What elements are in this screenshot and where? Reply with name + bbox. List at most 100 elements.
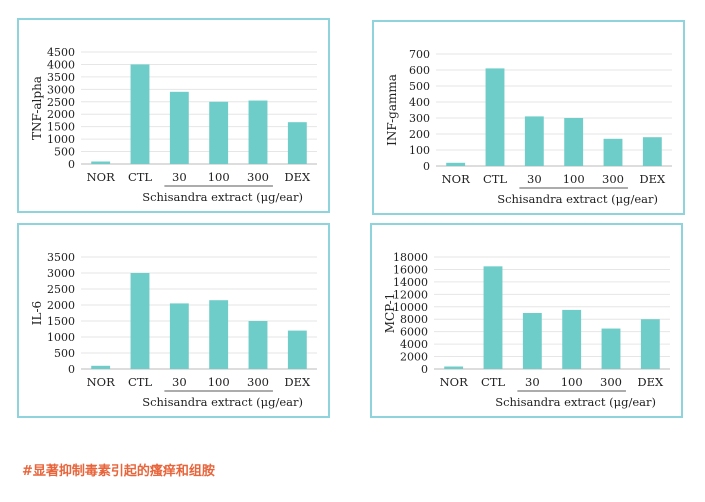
- bar-nor: [91, 161, 111, 164]
- x-tick-label: 30: [172, 375, 187, 389]
- y-tick-label: 1500: [47, 315, 75, 328]
- y-tick-label: 2500: [47, 283, 75, 296]
- x-tick-label: 300: [600, 375, 622, 389]
- x-tick-label: 100: [208, 375, 230, 389]
- x-tick-label: 300: [247, 170, 269, 184]
- y-tick-label: 0: [68, 158, 75, 171]
- x-tick-label: NOR: [87, 375, 115, 389]
- y-tick-label: 3000: [47, 267, 75, 280]
- x-tick-label: 100: [208, 170, 230, 184]
- y-tick-label: 200: [409, 128, 430, 141]
- bar-ctl: [130, 64, 150, 164]
- x-tick-label: 30: [172, 170, 187, 184]
- y-tick-label: 2500: [47, 96, 75, 109]
- y-tick-label: 1000: [47, 331, 75, 344]
- x-tick-label: DEX: [637, 375, 664, 389]
- y-tick-label: 300: [409, 112, 430, 125]
- bar-100: [564, 118, 584, 166]
- x-tick-label: 300: [602, 172, 624, 186]
- bar-300: [603, 138, 623, 166]
- x-axis-label: Schisandra extract (μg/ear): [142, 395, 303, 409]
- bar-nor: [446, 162, 466, 166]
- bar-300: [248, 100, 268, 164]
- y-tick-label: 8000: [400, 313, 428, 326]
- y-axis-label: IL-6: [30, 301, 44, 325]
- y-tick-label: 1000: [47, 133, 75, 146]
- y-tick-label: 0: [423, 160, 430, 173]
- x-tick-label: CTL: [483, 172, 507, 186]
- y-tick-label: 500: [54, 146, 75, 159]
- y-tick-label: 4500: [47, 46, 75, 59]
- chart-svg: 0 100 200 300 400 500 600 700 INF-gamma NOR CTL 30 1…: [385, 48, 672, 206]
- chart-panel-mcp-1: 0 2000 4000 6000 8000 10000 12000 14000 16000 180…: [370, 223, 683, 418]
- y-tick-label: 14000: [393, 276, 428, 289]
- chart-svg: 0 500 1000 1500 2000 2500 3000 3500 IL-6 NOR CTL 30…: [30, 251, 317, 409]
- bar-ctl: [485, 68, 505, 166]
- bar-30: [169, 91, 189, 164]
- x-tick-label: 100: [561, 375, 583, 389]
- y-tick-label: 700: [409, 48, 430, 61]
- bar-30: [522, 313, 542, 369]
- y-tick-label: 0: [68, 363, 75, 376]
- bar-300: [248, 321, 268, 369]
- bar-300: [601, 328, 621, 369]
- x-tick-label: DEX: [284, 375, 311, 389]
- chart-panel-il-6: 0 500 1000 1500 2000 2500 3000 3500 IL-6 NOR CTL 30…: [17, 223, 330, 418]
- bar-100: [562, 309, 582, 369]
- bar-ctl: [130, 273, 150, 369]
- bar-nor: [444, 366, 464, 369]
- y-axis-label: INF-gamma: [385, 74, 399, 146]
- y-tick-label: 16000: [393, 263, 428, 276]
- x-tick-label: 30: [527, 172, 542, 186]
- y-tick-label: 400: [409, 96, 430, 109]
- y-tick-label: 6000: [400, 326, 428, 339]
- x-tick-label: 30: [525, 375, 540, 389]
- bar-dex: [642, 137, 662, 166]
- x-tick-label: NOR: [87, 170, 115, 184]
- y-tick-label: 3000: [47, 83, 75, 96]
- x-tick-label: 300: [247, 375, 269, 389]
- y-tick-label: 2000: [400, 351, 428, 364]
- chart-panel-tnf-alpha: 0 500 1000 1500 2000 2500 3000 3500 4000 4500 TNF-…: [17, 18, 330, 213]
- x-tick-label: NOR: [440, 375, 468, 389]
- y-tick-label: 4000: [47, 58, 75, 71]
- x-tick-label: CTL: [128, 170, 152, 184]
- y-tick-label: 0: [421, 363, 428, 376]
- y-tick-label: 500: [409, 80, 430, 93]
- bar-100: [209, 300, 229, 369]
- bar-dex: [287, 330, 307, 369]
- y-tick-label: 18000: [393, 251, 428, 264]
- x-tick-label: CTL: [128, 375, 152, 389]
- chart-svg: 0200040006000800010000120001400016000180…: [383, 251, 670, 409]
- x-axis-label: Schisandra extract (μg/ear): [495, 395, 656, 409]
- bar-dex: [640, 319, 660, 369]
- bar-30: [169, 303, 189, 369]
- x-tick-label: DEX: [639, 172, 666, 186]
- x-tick-label: NOR: [442, 172, 470, 186]
- x-axis-label: Schisandra extract (μg/ear): [497, 192, 658, 206]
- bar-100: [209, 101, 229, 164]
- y-axis-label: MCP-1: [383, 293, 397, 334]
- y-tick-label: 2000: [47, 108, 75, 121]
- bar-dex: [287, 122, 307, 164]
- chart-panel-inf-gamma: 0 100 200 300 400 500 600 700 INF-gamma NOR CTL 30 1…: [372, 20, 685, 215]
- y-tick-label: 3500: [47, 71, 75, 84]
- x-tick-label: 100: [563, 172, 585, 186]
- x-tick-label: CTL: [481, 375, 505, 389]
- y-tick-label: 12000: [393, 288, 428, 301]
- bar-nor: [91, 365, 111, 369]
- y-tick-label: 500: [54, 347, 75, 360]
- bar-ctl: [483, 266, 503, 369]
- y-tick-label: 10000: [393, 301, 428, 314]
- y-tick-label: 3500: [47, 251, 75, 264]
- y-tick-label: 100: [409, 144, 430, 157]
- y-axis-label: TNF-alpha: [30, 76, 44, 140]
- bar-30: [524, 116, 544, 166]
- y-tick-label: 600: [409, 64, 430, 77]
- caption-text: #显著抑制毒素引起的瘙痒和组胺: [22, 464, 215, 479]
- y-tick-label: 2000: [47, 299, 75, 312]
- y-tick-label: 4000: [400, 338, 428, 351]
- x-axis-label: Schisandra extract (μg/ear): [142, 190, 303, 204]
- x-tick-label: DEX: [284, 170, 311, 184]
